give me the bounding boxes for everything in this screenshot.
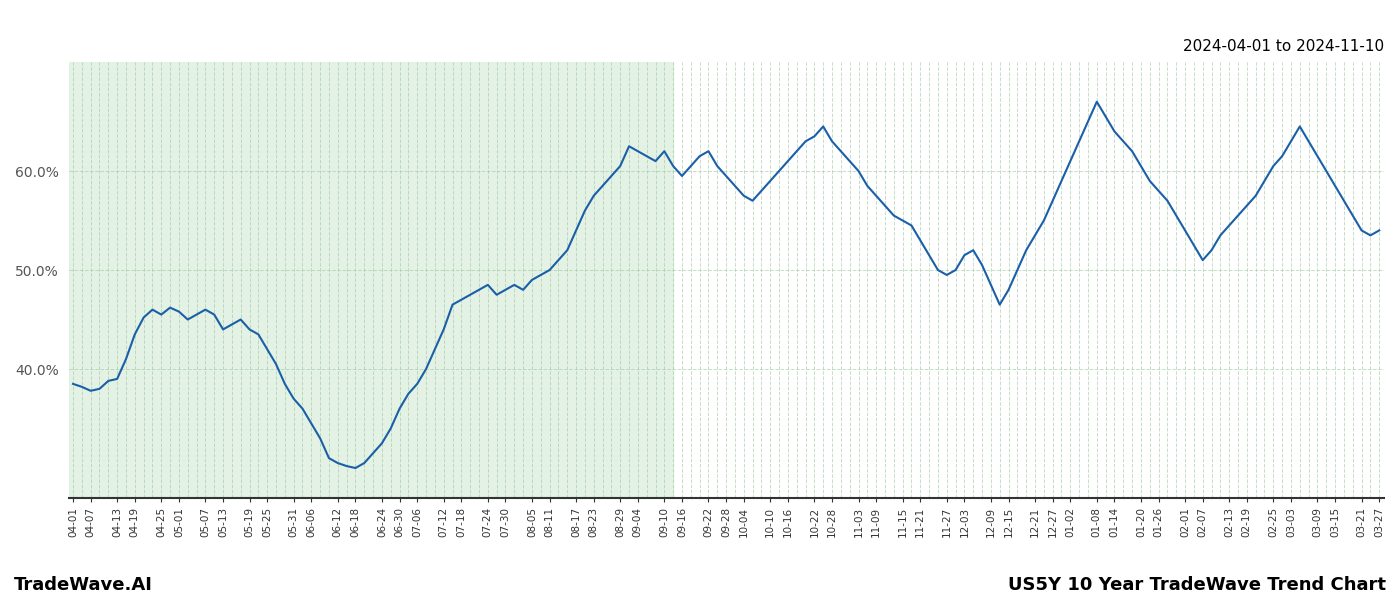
Text: TradeWave.AI: TradeWave.AI	[14, 576, 153, 594]
Text: 2024-04-01 to 2024-11-10: 2024-04-01 to 2024-11-10	[1183, 39, 1383, 54]
Bar	[69, 62, 673, 498]
Text: US5Y 10 Year TradeWave Trend Chart: US5Y 10 Year TradeWave Trend Chart	[1008, 576, 1386, 594]
